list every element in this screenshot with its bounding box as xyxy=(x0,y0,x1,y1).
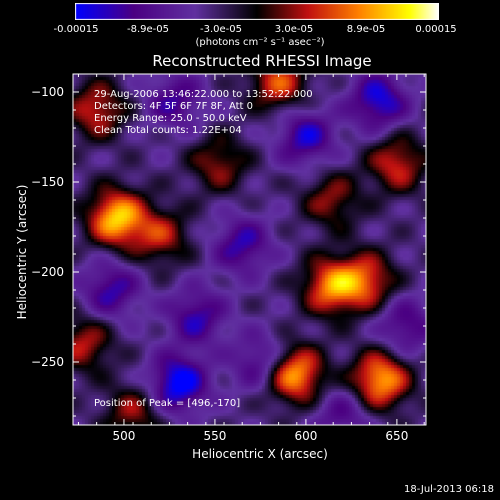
heatmap-image xyxy=(73,74,426,425)
colorbar xyxy=(75,3,439,20)
timestamp: 18-Jul-2013 06:18 xyxy=(403,484,494,495)
colorbar-tick: -3.0e-05 xyxy=(200,24,242,35)
colorbar-label: (photons cm⁻² s⁻¹ asec⁻²) xyxy=(195,37,325,48)
x-axis-label: Heliocentric X (arcsec) xyxy=(192,447,328,461)
colorbar-tick: -0.00015 xyxy=(53,24,99,35)
annotation-energy: Energy Range: 25.0 - 50.0 keV xyxy=(94,113,247,124)
y-axis-label: Heliocentric Y (arcsec) xyxy=(15,184,29,320)
x-tick-label: 600 xyxy=(294,429,318,443)
colorbar-tick: 0.00015 xyxy=(415,24,457,35)
y-tick-marks xyxy=(73,73,426,417)
x-tick-marks xyxy=(77,74,425,425)
y-tick-label: −150 xyxy=(31,175,64,189)
annotation-peak: Position of Peak = [496,-170] xyxy=(94,398,241,409)
colorbar-tick: -8.9e-05 xyxy=(127,24,169,35)
y-tick-label: −100 xyxy=(31,85,64,99)
chart-title: Reconstructed RHESSI Image xyxy=(152,52,372,70)
y-tick-label: −250 xyxy=(31,355,64,369)
annotation-time: 29-Aug-2006 13:46:22.000 to 13:52:22.000 xyxy=(94,89,313,100)
y-tick-label: −200 xyxy=(31,265,64,279)
plot-frame xyxy=(72,73,427,426)
colorbar-tick: 3.0e-05 xyxy=(274,24,314,35)
annotation-counts: Clean Total counts: 1.22E+04 xyxy=(94,125,242,136)
colorbar-tick: 8.9e-05 xyxy=(346,24,386,35)
x-tick-label: 500 xyxy=(112,429,136,443)
x-tick-label: 650 xyxy=(385,429,409,443)
x-tick-label: 550 xyxy=(203,429,227,443)
annotation-detectors: Detectors: 4F 5F 6F 7F 8F, Att 0 xyxy=(94,101,254,112)
